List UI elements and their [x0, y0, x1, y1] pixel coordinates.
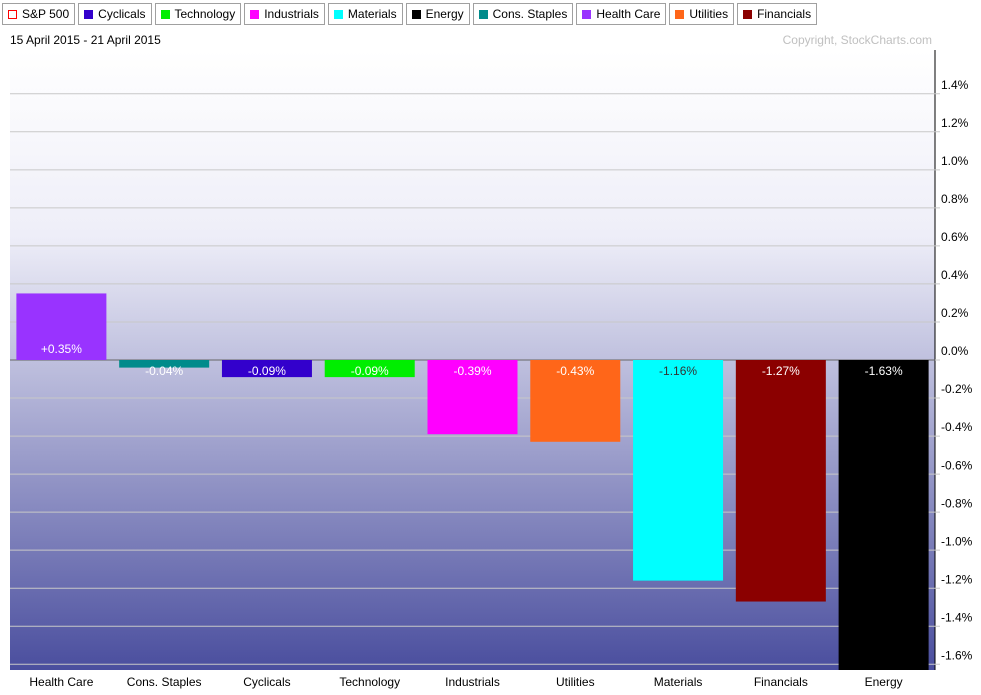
legend-swatch [478, 9, 488, 19]
y-tick-label: 1.0% [941, 154, 969, 168]
legend-label: Health Care [596, 7, 661, 21]
legend-swatch [160, 9, 170, 19]
value-label: -1.16% [659, 364, 697, 378]
legend-swatch [250, 9, 260, 19]
y-tick-label: 1.4% [941, 78, 969, 92]
y-tick-label: 0.6% [941, 230, 969, 244]
legend-item[interactable]: Industrials [244, 3, 325, 25]
copyright: Copyright, StockCharts.com [783, 33, 932, 47]
bar [735, 360, 826, 602]
x-tick-label: Cons. Staples [127, 675, 202, 689]
y-tick-label: -0.4% [941, 420, 973, 434]
legend-swatch [743, 9, 753, 19]
x-tick-label: Financials [754, 675, 808, 689]
legend-label: Cons. Staples [492, 7, 568, 21]
x-tick-label: Health Care [29, 675, 93, 689]
y-tick-label: 0.8% [941, 192, 969, 206]
legend-item[interactable]: Cyclicals [78, 3, 152, 25]
value-label: -0.09% [351, 364, 389, 378]
value-label: -0.04% [145, 364, 183, 378]
bar [16, 293, 107, 360]
legend-item[interactable]: Energy [405, 3, 470, 25]
legend-label: Materials [347, 7, 397, 21]
value-label: -0.09% [248, 364, 286, 378]
y-tick-label: -1.0% [941, 534, 973, 548]
legend-item[interactable]: Materials [327, 3, 403, 25]
x-tick-label: Utilities [556, 675, 595, 689]
value-label: +0.35% [41, 342, 82, 356]
y-tick-label: 1.2% [941, 116, 969, 130]
y-tick-label: -0.6% [941, 458, 973, 472]
bar [119, 360, 210, 368]
legend: S&P 500 Cyclicals Technology Industrials Mat… [2, 3, 818, 25]
legend-swatch [411, 9, 421, 19]
legend-swatch [582, 9, 592, 19]
bar [838, 360, 929, 670]
legend-label: Industrials [264, 7, 319, 21]
x-tick-label: Industrials [445, 675, 500, 689]
value-label: -1.27% [762, 364, 800, 378]
legend-swatch [333, 9, 343, 19]
legend-label: Energy [425, 7, 464, 21]
y-tick-label: -0.8% [941, 496, 973, 510]
legend-item[interactable]: Health Care [576, 3, 667, 25]
value-label: -1.63% [865, 364, 903, 378]
y-tick-label: -0.2% [941, 382, 973, 396]
value-label: -0.43% [556, 364, 594, 378]
legend-label: S&P 500 [22, 7, 70, 21]
legend-label: Financials [757, 7, 812, 21]
bar [324, 360, 415, 378]
legend-item[interactable]: Technology [154, 3, 242, 25]
y-tick-label: 0.2% [941, 306, 969, 320]
x-tick-label: Materials [654, 675, 703, 689]
bar [633, 360, 724, 581]
legend-item[interactable]: Cons. Staples [472, 3, 574, 25]
legend-swatch [8, 9, 17, 19]
legend-label: Technology [174, 7, 236, 21]
value-label: -0.39% [453, 364, 491, 378]
legend-label: Utilities [689, 7, 729, 21]
bar [427, 360, 518, 435]
legend-label: Cyclicals [98, 7, 146, 21]
bar [221, 360, 312, 378]
legend-item[interactable]: Utilities [669, 3, 735, 25]
bar [530, 360, 621, 442]
y-tick-label: 0.4% [941, 268, 969, 282]
legend-item[interactable]: S&P 500 [2, 3, 76, 25]
y-tick-label: 0.0% [941, 344, 969, 358]
x-tick-label: Cyclicals [243, 675, 290, 689]
legend-swatch [675, 9, 685, 19]
y-tick-label: -1.6% [941, 648, 973, 662]
y-tick-label: -1.2% [941, 572, 973, 586]
y-tick-label: -1.4% [941, 610, 973, 624]
x-tick-label: Energy [865, 675, 903, 689]
subtitle: 15 April 2015 - 21 April 2015 [10, 33, 161, 47]
x-tick-label: Technology [339, 675, 400, 689]
legend-item[interactable]: Financials [737, 3, 818, 25]
legend-swatch [84, 9, 94, 19]
